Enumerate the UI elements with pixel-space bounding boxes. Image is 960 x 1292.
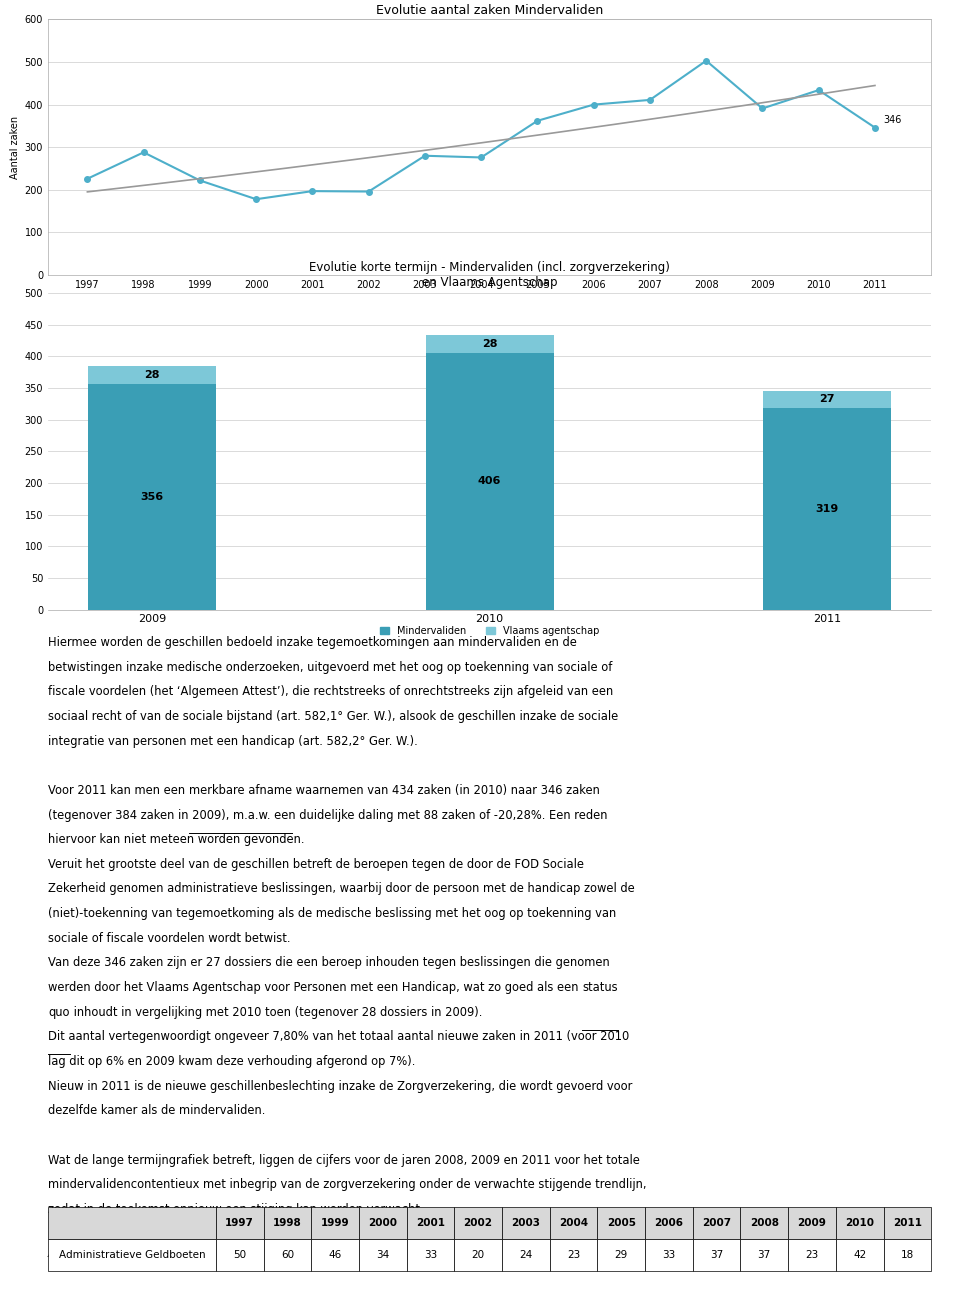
Bar: [425, 335, 554, 353]
Bar: [88, 384, 216, 610]
Text: 319: 319: [815, 504, 839, 514]
Y-axis label: Aantal zaken: Aantal zaken: [11, 116, 20, 178]
Text: status: status: [582, 981, 617, 994]
Text: inhoudt in vergelijking met 2010 toen (tegenover 28 dossiers in 2009).: inhoudt in vergelijking met 2010 toen (t…: [69, 1005, 482, 1018]
Text: Van deze 346 zaken zijn er 27 dossiers die een beroep inhouden tegen beslissinge: Van deze 346 zaken zijn er 27 dossiers d…: [48, 956, 610, 969]
Text: 346: 346: [883, 115, 901, 125]
Text: 356: 356: [141, 492, 164, 501]
Text: Veruit het grootste deel van de geschillen betreft de beroepen tegen de door de : Veruit het grootste deel van de geschill…: [48, 858, 584, 871]
Text: Dit aantal vertegenwoordigt ongeveer 7,80% van het totaal aantal nieuwe zaken in: Dit aantal vertegenwoordigt ongeveer 7,8…: [48, 1030, 629, 1043]
Text: 406: 406: [478, 475, 501, 486]
Title: Evolutie aantal zaken Mindervaliden: Evolutie aantal zaken Mindervaliden: [376, 4, 603, 17]
Text: quo: quo: [48, 1005, 69, 1018]
Text: Voor 2011 kan men een: Voor 2011 kan men een: [48, 784, 189, 797]
Text: werden door het Vlaams Agentschap voor Personen met een Handicap, wat zo goed al: werden door het Vlaams Agentschap voor P…: [48, 981, 582, 994]
Text: 28: 28: [145, 371, 160, 380]
Text: waarnemen van 434 zaken (in 2010) naar 346 zaken: waarnemen van 434 zaken (in 2010) naar 3…: [292, 784, 600, 797]
Text: Nieuw in 2011 is de nieuwe geschillenbeslechting inzake de Zorgverzekering, die : Nieuw in 2011 is de nieuwe geschillenbes…: [48, 1080, 633, 1093]
Bar: [88, 367, 216, 384]
Text: sociaal recht of van de sociale bijstand (art. 582,1° Ger. W.), alsook de geschi: sociaal recht of van de sociale bijstand…: [48, 709, 618, 724]
Text: 28: 28: [482, 339, 497, 349]
Bar: [425, 353, 554, 610]
Text: fiscale voordelen (het ‘Algemeen Attest’), die rechtstreeks of onrechtstreeks zi: fiscale voordelen (het ‘Algemeen Attest’…: [48, 685, 613, 698]
Text: betwistingen inzake medische onderzoeken, uitgevoerd met het oog op toekenning v: betwistingen inzake medische onderzoeken…: [48, 660, 612, 673]
Text: zodat in de toekomst opnieuw een stijging kan worden verwacht.: zodat in de toekomst opnieuw een stijgin…: [48, 1203, 423, 1216]
Text: Zekerheid genomen administratieve beslissingen, waarbij door de persoon met de h: Zekerheid genomen administratieve beslis…: [48, 882, 635, 895]
Text: 27: 27: [819, 394, 834, 404]
Text: dezelfde kamer als de mindervaliden.: dezelfde kamer als de mindervaliden.: [48, 1105, 265, 1118]
Text: mindervalidencontentieux met inbegrip van de zorgverzekering onder de verwachte : mindervalidencontentieux met inbegrip va…: [48, 1178, 646, 1191]
Legend: Mindervaliden, Vlaams agentschap: Mindervaliden, Vlaams agentschap: [375, 621, 604, 640]
Text: integratie van personen met een handicap (art. 582,2° Ger. W.).: integratie van personen met een handicap…: [48, 735, 418, 748]
Text: sociale of fiscale voordelen wordt betwist.: sociale of fiscale voordelen wordt betwi…: [48, 932, 291, 944]
Text: Hiermee worden de geschillen bedoeld inzake tegemoetkomingen aan mindervaliden e: Hiermee worden de geschillen bedoeld inz…: [48, 636, 577, 649]
Text: (niet)-toekenning van tegemoetkoming als de medische beslissing met het oog op t: (niet)-toekenning van tegemoetkoming als…: [48, 907, 616, 920]
Text: (tegenover 384 zaken in 2009), m.a.w. een duidelijke daling met 88 zaken of -20,: (tegenover 384 zaken in 2009), m.a.w. ee…: [48, 809, 608, 822]
Bar: [763, 390, 891, 408]
Bar: [763, 408, 891, 610]
Text: lag dit op 6% en 2009 kwam deze verhouding afgerond op 7%).: lag dit op 6% en 2009 kwam deze verhoudi…: [48, 1056, 416, 1068]
Title: Evolutie korte termijn - Mindervaliden (incl. zorgverzekering)
en Vlaams Agentsc: Evolutie korte termijn - Mindervaliden (…: [309, 261, 670, 289]
Text: hiervoor kan niet meteen worden gevonden.: hiervoor kan niet meteen worden gevonden…: [48, 833, 304, 846]
Text: Wat de lange termijngrafiek betreft, liggen de cijfers voor de jaren 2008, 2009 : Wat de lange termijngrafiek betreft, lig…: [48, 1154, 640, 1167]
Text: Administratieve geldboeten:: Administratieve geldboeten:: [48, 1247, 212, 1260]
Text: merkbare afname: merkbare afname: [189, 784, 292, 797]
